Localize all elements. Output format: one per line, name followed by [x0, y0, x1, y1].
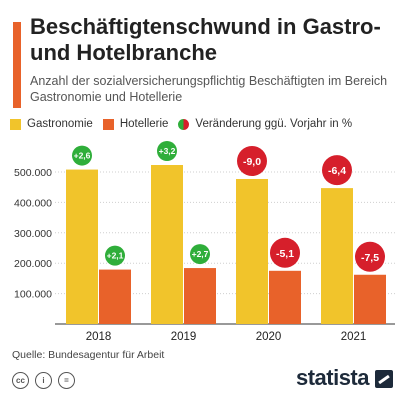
chart-legend: Gastronomie Hotellerie Veränderung ggü. … [10, 115, 400, 133]
change-label-gastronomie-2020: -9,0 [243, 156, 261, 168]
change-badge-hotellerie-2021 [355, 241, 385, 272]
bar-hotellerie-2019 [184, 268, 216, 324]
legend-swatch-gastronomie [10, 118, 21, 130]
page-title: Beschäftigtenschwund in Gastro- und Hote… [30, 14, 381, 65]
y-tick-label: 200.000 [14, 258, 52, 270]
license-icons: cc i = [12, 372, 81, 389]
change-label-hotellerie-2020: -5,1 [276, 248, 294, 260]
change-badge-gastronomie-2018 [72, 145, 92, 166]
y-tick-label: 100.000 [14, 289, 52, 301]
no-derivatives-icon[interactable]: = [58, 372, 75, 389]
statista-logo-icon [375, 370, 393, 388]
x-tick-label: 2020 [256, 331, 282, 343]
x-tick-label: 2018 [86, 331, 112, 343]
change-badge-gastronomie-2021 [322, 155, 352, 186]
legend-swatch-hotellerie [102, 118, 114, 130]
bar-hotellerie-2021 [354, 274, 386, 324]
change-badge-hotellerie-2019 [190, 244, 210, 265]
legend-label-change: Veränderung ggü. Vorjahr in % [195, 118, 353, 130]
legend-item-hotellerie: Hotellerie [102, 118, 169, 130]
legend-item-gastronomie: Gastronomie [10, 118, 93, 130]
change-label-hotellerie-2018: +2,1 [107, 251, 124, 261]
bar-gastronomie-2020 [236, 178, 268, 324]
bar-gastronomie-2018 [66, 169, 98, 324]
change-label-hotellerie-2021: -7,5 [361, 252, 379, 264]
y-tick-label: 300.000 [14, 228, 52, 240]
title-accent-bar [13, 22, 21, 108]
cc-license-icon[interactable]: cc [12, 372, 29, 389]
change-badge-hotellerie-2018 [105, 245, 125, 266]
change-badge-hotellerie-2020 [270, 237, 300, 268]
bar-gastronomie-2021 [321, 188, 353, 324]
x-tick-label: 2019 [171, 331, 197, 343]
y-tick-label: 500.000 [14, 167, 52, 179]
bar-hotellerie-2018 [99, 269, 131, 324]
legend-item-change: Veränderung ggü. Vorjahr in % [178, 118, 352, 130]
bar-gastronomie-2019 [151, 165, 183, 324]
legend-label-gastronomie: Gastronomie [27, 118, 93, 130]
change-badge-gastronomie-2019 [157, 141, 177, 162]
attribution-icon[interactable]: i [35, 372, 52, 389]
source-note: Quelle: Bundesagentur für Arbeit [12, 349, 165, 361]
x-tick-label: 2021 [341, 331, 367, 343]
page-subtitle: Anzahl der sozialversicherungspflichtig … [30, 74, 388, 104]
change-label-gastronomie-2019: +3,2 [159, 146, 176, 156]
change-label-hotellerie-2019: +2,7 [192, 249, 209, 259]
statista-logo[interactable]: statista [295, 365, 370, 390]
bar-hotellerie-2020 [269, 270, 301, 324]
change-badge-gastronomie-2020 [237, 145, 267, 176]
change-label-gastronomie-2018: +2,6 [74, 151, 91, 161]
legend-change-icon [178, 118, 190, 130]
change-label-gastronomie-2021: -6,4 [328, 165, 346, 177]
y-tick-label: 400.000 [14, 197, 52, 209]
legend-label-hotellerie: Hotellerie [119, 118, 169, 130]
bar-chart: 100.000 200.000 300.000 400.000 500.000 +2,6 +… [14, 141, 395, 343]
